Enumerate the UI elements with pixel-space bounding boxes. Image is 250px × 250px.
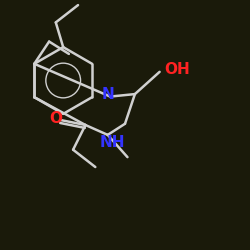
Text: NH: NH	[100, 135, 126, 150]
Text: O: O	[49, 111, 62, 126]
Text: OH: OH	[164, 62, 190, 77]
Text: N: N	[101, 86, 114, 102]
